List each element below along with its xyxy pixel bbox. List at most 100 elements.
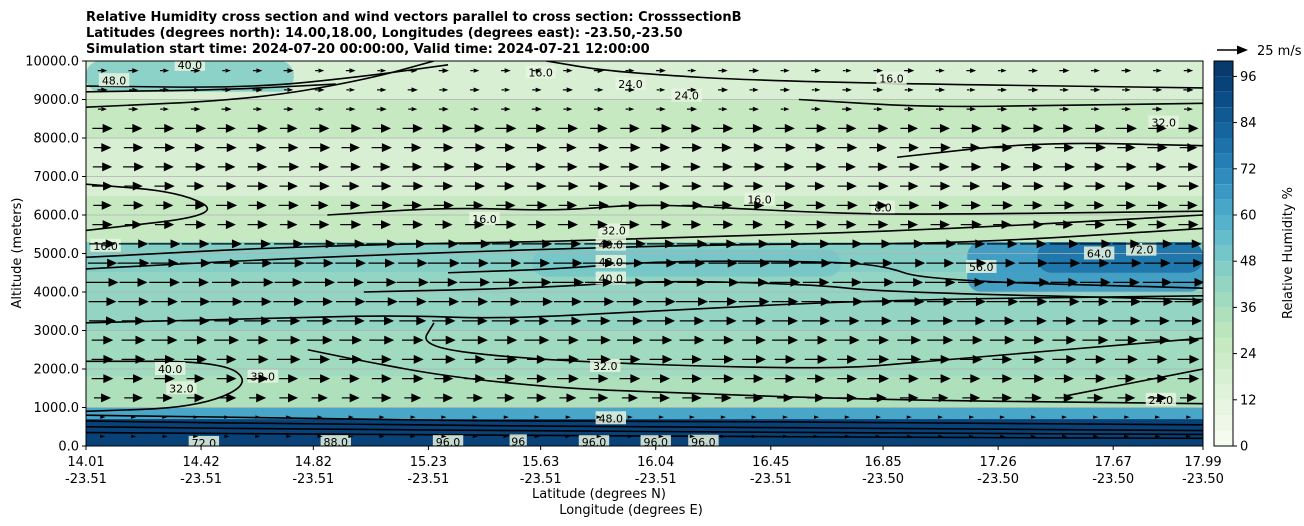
wind-vector-head	[227, 200, 238, 210]
wind-vector-head	[1098, 316, 1109, 326]
wind-vector-head	[1123, 434, 1130, 439]
wind-vector-head	[286, 415, 292, 419]
wind-vector-head	[568, 123, 579, 133]
wind-vector-head	[908, 393, 919, 403]
wind-vector-head	[1156, 106, 1163, 112]
wind-vector-head	[915, 258, 926, 268]
wind-vector-head	[970, 143, 981, 153]
contour-label: 96.0	[691, 436, 716, 449]
wind-vector-head	[877, 200, 888, 210]
wind-vector-head	[413, 181, 424, 191]
wind-vector-head	[1187, 68, 1194, 73]
wind-vector-head	[1032, 68, 1039, 73]
wind-vector-head	[783, 200, 794, 210]
wind-key-arrowhead	[1237, 45, 1248, 55]
wind-vector-head	[1126, 220, 1137, 230]
wind-vector-head	[132, 106, 139, 112]
wind-vector-head	[286, 434, 292, 439]
wind-vector-head	[536, 393, 547, 403]
wind-vector-head	[480, 277, 491, 287]
contour-label: 72.0	[192, 437, 217, 450]
wind-vector-head	[510, 297, 521, 307]
wind-vector-head	[907, 106, 915, 112]
wind-vector-head	[290, 316, 301, 326]
wind-vector-head	[1162, 239, 1173, 249]
wind-vector-head	[1001, 220, 1012, 230]
wind-vector-head	[567, 162, 578, 172]
wind-vector-head	[598, 393, 609, 403]
wind-vector-head	[630, 354, 641, 364]
wind-vector-head	[1032, 200, 1043, 210]
y-tick-label: 6000.0	[34, 209, 80, 224]
wind-vector-head	[163, 162, 174, 172]
wind-vector-head	[194, 393, 205, 403]
wind-vector-head	[380, 162, 391, 172]
wind-vector-head	[1034, 354, 1045, 364]
wind-vector-head	[384, 335, 395, 345]
wind-vector-head	[163, 200, 174, 210]
wind-vector-head	[504, 374, 515, 384]
wind-vector-head	[1064, 162, 1075, 172]
wind-vector-head	[325, 239, 336, 249]
wind-vector-head	[1002, 393, 1013, 403]
wind-vector-head	[318, 107, 325, 112]
wind-vector-head	[381, 220, 392, 230]
contour-label: 40.0	[158, 363, 183, 376]
x-tick-label-lat: 16.85	[864, 455, 901, 470]
wind-vector-head	[135, 354, 146, 364]
wind-vector-head	[1032, 143, 1043, 153]
wind-vector-head	[478, 297, 489, 307]
wind-vector-head	[380, 87, 387, 93]
wind-vector-head	[943, 297, 954, 307]
wind-vector-head	[318, 68, 325, 73]
colorbar-segment	[1214, 322, 1233, 339]
x-tick-label-lat: 17.67	[1095, 455, 1132, 470]
wind-vector-head	[1187, 107, 1194, 112]
wind-vector-head	[853, 297, 864, 307]
wind-vector-head	[473, 68, 480, 73]
wind-vector-head	[503, 415, 509, 419]
wind-vector-head	[103, 335, 114, 345]
wind-vector-head	[416, 297, 427, 307]
contour-label-bg	[1148, 115, 1179, 129]
wind-vector-head	[380, 68, 387, 73]
contour-label: 16.0	[528, 67, 553, 80]
wind-vector-head	[665, 297, 676, 307]
wind-vector-head	[193, 434, 199, 439]
colorbar-tick-label: 0	[1240, 440, 1248, 455]
wind-vector-head	[908, 143, 919, 153]
wind-vector-head	[354, 239, 365, 249]
wind-vector-head	[1189, 181, 1200, 191]
wind-vector-head	[134, 162, 145, 172]
wind-vector-head	[819, 277, 830, 287]
wind-vector-head	[1192, 297, 1203, 307]
wind-vector-head	[226, 181, 237, 191]
wind-vector-head	[320, 354, 331, 364]
wind-vector-head	[752, 68, 760, 74]
wind-vector-head	[537, 143, 548, 153]
wind-vector-head	[1125, 143, 1136, 153]
wind-vector-head	[630, 143, 641, 153]
wind-vector-head	[511, 258, 522, 268]
y-tick-label: 5000.0	[34, 247, 80, 262]
wind-vector-head	[1101, 239, 1112, 249]
x-tick-label-lat: 17.99	[1184, 455, 1221, 470]
wind-vector-head	[132, 393, 143, 403]
contour-label-bg	[188, 435, 220, 446]
wind-vector-head	[568, 374, 579, 384]
wind-vector-head	[881, 239, 892, 249]
wind-vector-head	[723, 123, 734, 133]
wind-vector-head	[939, 200, 950, 210]
wind-vector-head	[1124, 415, 1130, 419]
wind-vector-head	[133, 143, 144, 153]
wind-vector-head	[692, 200, 703, 210]
contour-label-bg	[590, 358, 621, 372]
wind-vector-head	[290, 335, 301, 345]
wind-vector-head	[914, 297, 925, 307]
contour-line	[86, 214, 1203, 259]
wind-vector-head	[1188, 162, 1199, 172]
contour-label: 8.0	[874, 201, 892, 214]
wind-vector-head	[751, 434, 757, 439]
wind-vector-head	[660, 143, 671, 153]
